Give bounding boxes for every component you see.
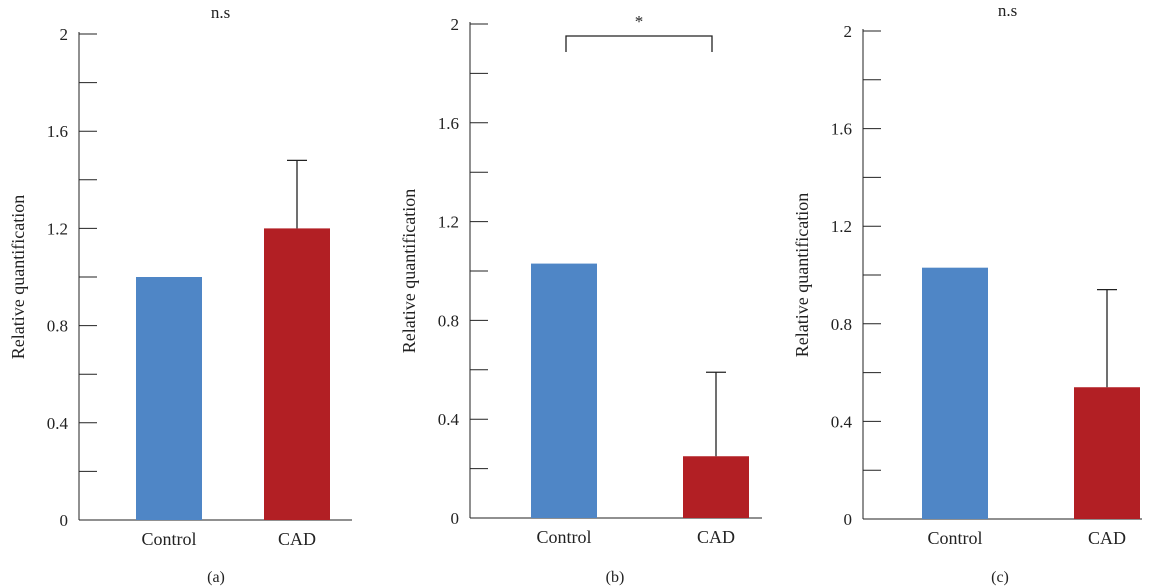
chart-panel-1: 0 0.4 0.8 1.2 1.6 2 Relative quantification Con… [8,3,352,586]
category-label-control: Control [927,528,982,548]
category-label-control: Control [141,529,196,549]
y-tick-label: 0.8 [831,315,852,334]
y-axis-title: Relative quantification [8,195,28,359]
significance-label: * [635,12,644,31]
y-tick-label: 1.2 [831,217,852,236]
y-axis-title: Relative quantification [399,189,419,353]
category-label-cad: CAD [697,527,735,547]
significance-label: n.s [998,1,1017,20]
bar-control [922,267,988,519]
bar-cad [264,228,330,520]
y-tick-label: 0.4 [47,414,69,433]
bar-control [531,263,597,518]
y-tick-label: 0.4 [438,410,460,429]
y-tick-label: 1.2 [438,213,459,232]
bar-control [136,277,202,520]
y-tick-label: 0.8 [47,317,68,336]
y-tick-label: 2 [60,25,69,44]
y-tick-label: 0.8 [438,311,459,330]
bar-cad [1074,387,1140,519]
y-tick-label: 0 [60,511,69,530]
y-tick-label: 2 [451,15,460,34]
y-tick-label: 2 [844,22,853,41]
y-axis-title: Relative quantification [792,193,812,357]
bar-cad [683,456,749,518]
y-tick-label: 0.4 [831,412,853,431]
category-label-cad: CAD [1088,528,1126,548]
y-tick-label: 1.6 [438,114,459,133]
category-label-cad: CAD [278,529,316,549]
y-tick-label: 0 [451,509,460,528]
panel-label: (c) [991,569,1009,586]
chart-panel-3: 0 0.4 0.8 1.2 1.6 2 Relative quantification Con… [792,1,1142,586]
panel-label: (a) [207,569,225,586]
y-tick-label: 1.2 [47,219,68,238]
significance-label: n.s [211,3,230,22]
panel-label: (b) [606,569,625,586]
y-tick-label: 1.6 [831,120,852,139]
chart-panel-2: 0 0.4 0.8 1.2 1.6 2 Relative quantification Con… [399,12,762,586]
category-label-control: Control [536,527,591,547]
y-tick-label: 1.6 [47,122,68,141]
significance-bracket [565,35,713,52]
y-tick-label: 0 [844,510,853,529]
